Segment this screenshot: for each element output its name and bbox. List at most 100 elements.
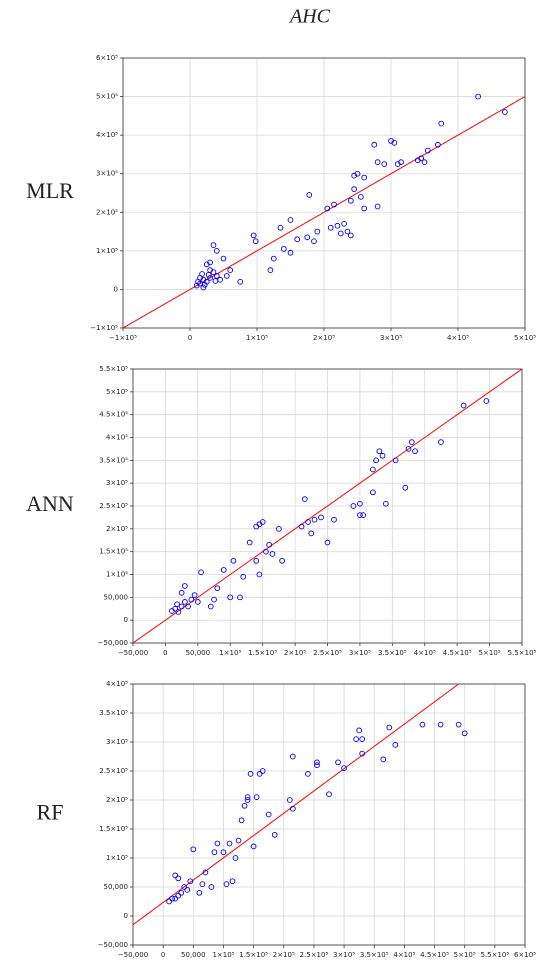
point — [370, 489, 376, 496]
point — [211, 596, 217, 603]
point — [277, 224, 284, 231]
point — [412, 448, 418, 455]
x-tick-label: 2×10⁵ — [284, 649, 306, 657]
point — [208, 884, 215, 890]
x-tick-label: 0 — [161, 951, 165, 959]
point — [181, 884, 188, 890]
y-tick-label: 0 — [114, 285, 118, 293]
y-tick-label: 2×10⁵ — [106, 796, 128, 804]
point — [286, 797, 293, 803]
point — [250, 232, 257, 239]
point — [419, 721, 426, 728]
point — [212, 278, 219, 284]
point — [358, 194, 364, 200]
point — [175, 875, 182, 882]
point — [298, 523, 305, 530]
point — [287, 217, 294, 223]
point — [418, 155, 425, 162]
point — [259, 519, 266, 525]
y-tick-label: 0 — [124, 912, 128, 920]
point — [324, 539, 331, 546]
point — [306, 192, 313, 198]
point — [327, 224, 334, 231]
point — [370, 466, 376, 473]
x-tick-label: 50,000 — [181, 951, 206, 959]
point — [244, 797, 251, 803]
point — [376, 448, 383, 455]
point — [174, 601, 180, 608]
point — [276, 525, 282, 532]
y-tick-label: 1.5×10⁵ — [99, 548, 128, 556]
x-tick-label: 4×10⁵ — [447, 334, 469, 342]
point — [318, 514, 324, 521]
point — [237, 594, 243, 601]
point — [207, 259, 213, 266]
x-tick-label: 4×10⁵ — [393, 951, 415, 959]
point — [200, 284, 207, 291]
point — [230, 557, 237, 564]
point — [304, 234, 311, 241]
x-tick-label: 1×10⁵ — [246, 334, 268, 342]
y-tick-label: 3×10⁵ — [106, 479, 128, 487]
point — [380, 756, 387, 763]
point — [246, 539, 253, 546]
x-tick-label: 1.5×10⁵ — [239, 951, 268, 959]
point — [305, 519, 311, 525]
point — [405, 446, 412, 452]
point — [184, 887, 191, 893]
point — [256, 771, 263, 777]
y-tick-label: 3×10⁵ — [106, 738, 128, 746]
point — [191, 592, 198, 598]
point — [266, 541, 273, 548]
point — [350, 503, 357, 509]
point — [351, 186, 358, 192]
fit-line — [123, 96, 525, 328]
x-tick-label: 2×10⁵ — [273, 951, 295, 959]
point — [353, 736, 359, 742]
x-tick-label: 2.5×10⁵ — [313, 649, 342, 657]
point — [334, 222, 341, 229]
point — [172, 872, 179, 879]
y-label: MLR — [26, 178, 74, 203]
y-tick-label: 6×10⁵ — [96, 54, 118, 62]
point — [475, 93, 481, 100]
x-tick-label: −50,000 — [118, 951, 148, 959]
y-tick-label: 1×10⁵ — [106, 571, 128, 579]
point — [201, 281, 208, 288]
x-tick-label: 1×10⁵ — [219, 649, 241, 657]
point — [461, 730, 468, 737]
point — [210, 242, 217, 248]
x-tick-label: 2.5×10⁵ — [300, 951, 329, 959]
point — [460, 402, 467, 409]
point — [383, 500, 389, 507]
point — [172, 895, 179, 902]
point — [253, 557, 260, 564]
point — [253, 794, 260, 800]
point — [182, 599, 188, 605]
y-label: ANN — [26, 491, 74, 516]
point — [267, 267, 274, 273]
point — [235, 837, 242, 844]
point — [240, 573, 247, 580]
point — [263, 548, 269, 555]
point — [386, 724, 393, 731]
point — [196, 889, 203, 896]
point — [361, 174, 368, 181]
point — [435, 141, 441, 148]
point — [314, 228, 321, 235]
point — [379, 452, 386, 459]
y-tick-label: 2×10⁵ — [96, 208, 118, 216]
point — [271, 831, 278, 838]
point — [166, 898, 173, 905]
point — [220, 567, 227, 573]
point — [308, 530, 315, 537]
x-tick-label: 5×10⁵ — [514, 334, 536, 342]
point — [279, 557, 285, 564]
x-tick-label: 5.5×10⁵ — [480, 951, 509, 959]
x-tick-label: 4×10⁵ — [414, 649, 436, 657]
y-tick-label: −1×10⁵ — [90, 324, 118, 332]
point — [402, 484, 409, 491]
point — [224, 273, 230, 279]
point — [359, 736, 366, 742]
